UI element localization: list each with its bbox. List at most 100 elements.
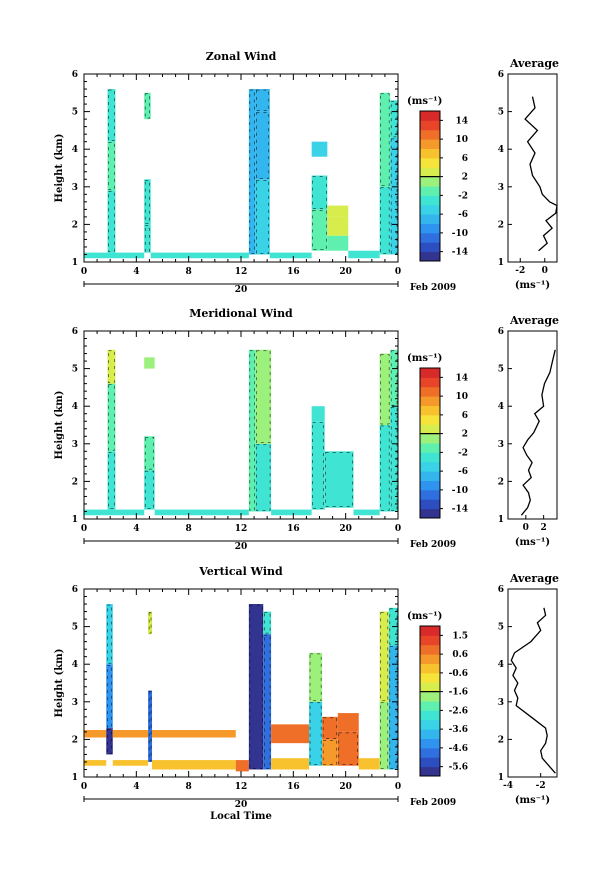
- heatmap-cell: [84, 509, 119, 516]
- colorbar-tick-label: -10: [452, 486, 468, 496]
- date-tick-label: 20: [235, 542, 248, 552]
- average-unit: (ms⁻¹): [515, 280, 550, 291]
- contour-line: [380, 93, 390, 187]
- colorbar-tick-label: 2: [462, 430, 468, 440]
- average-y-tick-label: 2: [498, 735, 504, 745]
- plot-frame: [83, 73, 399, 263]
- y-tick-label: 6: [72, 327, 78, 337]
- average-title: Average: [509, 572, 559, 585]
- contour-line: [263, 634, 271, 769]
- colorbar-tick-label: -3.6: [449, 725, 468, 735]
- colorbar-cell: [420, 644, 440, 655]
- y-tick-label: 6: [72, 585, 78, 595]
- average-frame: [507, 588, 558, 778]
- colorbar-unit: (ms⁻¹): [407, 353, 442, 364]
- contour-line: [312, 210, 327, 250]
- average-y-tick-label: 3: [498, 440, 504, 450]
- colorbar-tick-label: -6: [458, 210, 468, 220]
- average-profile-line: [520, 349, 556, 516]
- colorbar-cell: [420, 377, 440, 388]
- heatmap-cell: [107, 89, 116, 142]
- average-y-tick-label: 1: [498, 515, 504, 525]
- y-tick-label: 4: [72, 402, 78, 412]
- average-y-tick-label: 3: [498, 183, 504, 193]
- heatmap-cell: [144, 179, 151, 225]
- contour-line: [148, 691, 152, 762]
- x-tick-label: 8: [186, 524, 192, 534]
- heatmap-cell: [107, 383, 116, 452]
- heatmap-cell: [107, 141, 116, 191]
- heatmap-cell: [269, 252, 312, 259]
- heatmap-cell: [311, 406, 325, 422]
- colorbar-tick-label: -6: [458, 467, 468, 477]
- contour-line: [389, 646, 398, 769]
- y-tick-label: 2: [72, 735, 78, 745]
- colorbar-cell: [420, 452, 440, 463]
- x-tick-label: 20: [339, 267, 352, 277]
- colorbar-cell: [420, 738, 440, 749]
- x-tick-label: 8: [186, 782, 192, 792]
- colorbar-cell: [420, 214, 440, 224]
- contour-line: [256, 112, 270, 179]
- colorbar-tick-label: -2: [458, 448, 468, 458]
- heatmap-cell: [379, 186, 391, 255]
- colorbar-cell: [420, 251, 440, 262]
- colorbar-cell: [420, 139, 440, 149]
- heatmap-cell: [118, 509, 145, 516]
- contour-line: [380, 702, 389, 769]
- y-tick-label: 5: [72, 623, 78, 633]
- heatmap-cell: [107, 451, 116, 510]
- average-y-tick-label: 4: [498, 660, 504, 670]
- contour-line: [256, 89, 270, 111]
- heatmap-cell: [379, 92, 391, 187]
- x-tick-label: 12: [235, 267, 248, 277]
- heatmap-cell: [152, 760, 236, 770]
- contour-line: [380, 612, 389, 702]
- heatmap-cell: [112, 760, 149, 766]
- contour-line: [380, 425, 390, 511]
- heatmap-cell: [311, 421, 325, 510]
- colorbar-tick-label: 6: [462, 411, 468, 421]
- heatmap-cell: [309, 701, 323, 766]
- colorbar-cell: [420, 120, 440, 131]
- x-tick-label: 0: [81, 267, 87, 277]
- colorbar-cell: [420, 719, 440, 730]
- heatmap-cell: [337, 713, 359, 732]
- average-y-tick-label: 5: [498, 365, 504, 375]
- heatmap-cell: [154, 509, 249, 516]
- heatmap-cell: [388, 645, 398, 770]
- heatmap-cell: [379, 353, 391, 425]
- heatmap-cell: [112, 730, 149, 738]
- contour-line: [312, 176, 327, 209]
- colorbar-tick-label: -0.6: [449, 669, 468, 679]
- y-tick-label: 6: [72, 70, 78, 80]
- colorbar-tick-label: 6: [462, 154, 468, 164]
- heatmap-cell: [107, 349, 116, 384]
- colorbar-tick-label: 10: [455, 135, 468, 145]
- x-tick-label: 8: [186, 267, 192, 277]
- average-x-tick-label: 2: [541, 523, 547, 533]
- average-x-tick-label: -4: [503, 781, 513, 791]
- y-tick-label: 3: [72, 698, 78, 708]
- colorbar-cell: [420, 414, 440, 425]
- average-frame: [507, 330, 558, 520]
- colorbar-tick-label: -4.6: [449, 744, 468, 754]
- x-tick-label: 12: [235, 524, 248, 534]
- y-tick-label: 2: [72, 477, 78, 487]
- colorbar-cell: [420, 232, 440, 243]
- colorbar-cell: [420, 766, 440, 777]
- colorbar-cell: [420, 499, 440, 510]
- contour-line: [108, 350, 115, 383]
- x-tick-label: 4: [133, 782, 139, 792]
- heatmap-cell: [390, 100, 398, 138]
- colorbar-tick-label: -2.6: [449, 706, 468, 716]
- contour-line: [106, 664, 113, 728]
- heatmap-cell: [144, 436, 155, 471]
- heatmap-cell: [327, 235, 349, 251]
- x-tick-label: 20: [339, 782, 352, 792]
- contour-line: [108, 89, 115, 141]
- contour-line: [108, 191, 115, 252]
- contour-line: [106, 604, 113, 664]
